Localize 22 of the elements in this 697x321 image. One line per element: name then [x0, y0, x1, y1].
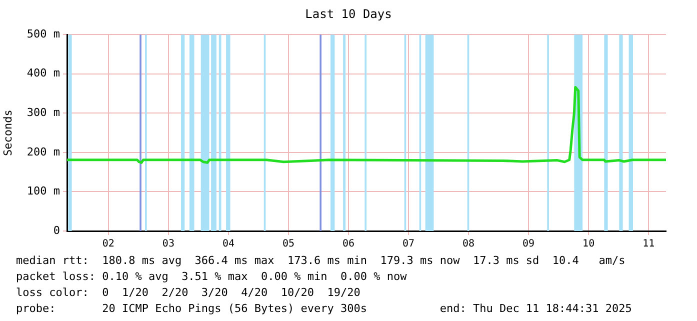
x-tick-label: 09 — [522, 238, 535, 250]
text: packet loss: 0.10 % avg 3.51 % max 0.00 % min 0.00 % now — [16, 269, 408, 285]
x-tick-label: 11 — [642, 238, 655, 250]
y-tick-label: 300 m — [26, 106, 60, 120]
text: median rtt: 180.8 ms avg 366.4 ms max 173.6 ms min 179.3 ms now 17.3 ms sd 10.4 am/s — [16, 253, 626, 269]
y-axis-title: Seconds — [1, 110, 14, 156]
text: loss color: 0 1/20 2/20 3/20 4/20 10/20 19/20 — [16, 285, 362, 301]
chart-title: Last 10 Days — [304, 7, 393, 21]
x-tick-label: 10 — [582, 238, 595, 250]
x-tick-label: 08 — [462, 238, 475, 250]
x-tick-label: 03 — [162, 238, 174, 250]
text: probe: 20 ICMP Echo Pings (56 Bytes) every 300s end: Thu Dec 11 18:44:31 2025 — [16, 301, 632, 317]
y-tick-label: 400 m — [26, 66, 60, 80]
x-tick-label: 04 — [222, 238, 234, 250]
x-tick-label: 02 — [102, 238, 114, 250]
x-tick-label: 06 — [342, 238, 355, 250]
y-tick-label: 500 m — [26, 27, 60, 40]
x-tick-label: 05 — [282, 238, 294, 250]
x-tick-label: 07 — [402, 238, 415, 250]
y-tick-label: 200 m — [26, 145, 60, 158]
y-tick-label: 100 m — [26, 184, 60, 198]
y-tick-label: 0 — [53, 224, 60, 237]
